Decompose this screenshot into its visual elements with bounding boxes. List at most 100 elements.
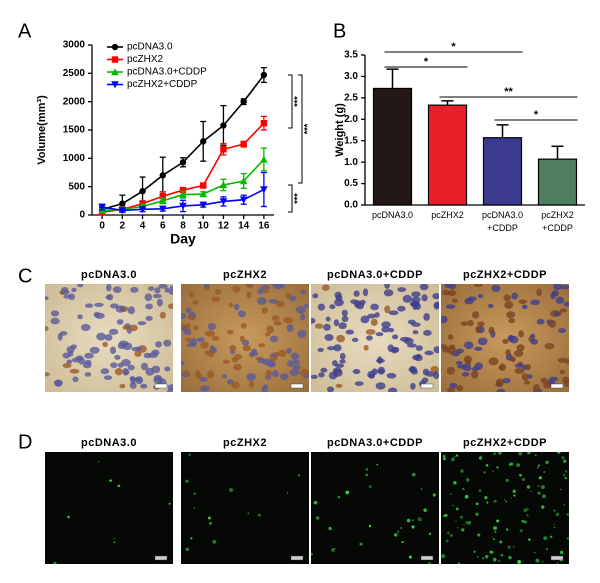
cell bbox=[227, 329, 234, 335]
fluorescent-dot bbox=[543, 471, 546, 473]
cell bbox=[119, 383, 126, 389]
cell bbox=[245, 284, 254, 288]
fluorescent-dot bbox=[450, 493, 452, 495]
cell bbox=[558, 328, 567, 334]
micrograph bbox=[441, 284, 569, 392]
fluorescent-dot bbox=[453, 481, 457, 485]
cell bbox=[456, 385, 464, 392]
marker bbox=[239, 177, 248, 185]
fluorescent-dot bbox=[453, 455, 456, 458]
cell bbox=[71, 287, 77, 293]
cell bbox=[499, 363, 506, 372]
cell bbox=[525, 363, 532, 371]
annotation: * bbox=[451, 41, 456, 53]
cell bbox=[473, 284, 483, 288]
cell bbox=[397, 305, 406, 312]
cell bbox=[521, 373, 529, 381]
legend-marker bbox=[111, 43, 119, 51]
cell bbox=[412, 330, 419, 335]
fluorescent-dot bbox=[537, 491, 541, 495]
micrograph bbox=[441, 452, 569, 564]
cell bbox=[239, 335, 245, 342]
cell bbox=[200, 385, 210, 392]
cell bbox=[214, 289, 222, 295]
cell bbox=[354, 381, 364, 386]
fluorescent-dot bbox=[521, 519, 525, 523]
fluorescent-dot bbox=[508, 555, 512, 560]
micrograph-bg bbox=[45, 452, 173, 564]
cell bbox=[45, 326, 49, 332]
marker bbox=[98, 203, 106, 211]
image-caption: pcZHX2+CDDP bbox=[463, 269, 547, 281]
cell bbox=[292, 364, 301, 371]
cell bbox=[503, 294, 511, 302]
fluorescent-dot bbox=[190, 537, 193, 540]
cell bbox=[446, 387, 456, 392]
fluorescent-dot bbox=[411, 519, 414, 522]
annotation: * bbox=[424, 56, 429, 68]
cell bbox=[384, 284, 390, 289]
cell bbox=[105, 295, 111, 300]
cell bbox=[495, 380, 503, 388]
marker bbox=[219, 198, 228, 206]
marker bbox=[158, 197, 167, 205]
cell bbox=[516, 344, 525, 352]
cell bbox=[488, 357, 499, 366]
y-tick-label: 500 bbox=[68, 181, 85, 192]
panel-label: C bbox=[18, 265, 32, 287]
cell bbox=[93, 311, 101, 318]
cell bbox=[445, 304, 456, 309]
cell bbox=[195, 373, 203, 379]
bar bbox=[372, 87, 413, 206]
cell bbox=[327, 346, 336, 351]
cell bbox=[279, 284, 286, 289]
cell bbox=[127, 364, 135, 371]
cell bbox=[367, 313, 377, 319]
fluorescent-dot bbox=[359, 542, 363, 546]
fluorescent-dot bbox=[519, 473, 522, 477]
fluorescent-dot bbox=[499, 540, 503, 544]
bar bbox=[482, 137, 523, 206]
marker bbox=[200, 182, 207, 189]
cell bbox=[448, 290, 457, 297]
cell bbox=[488, 326, 495, 335]
cell bbox=[283, 317, 294, 324]
micrograph bbox=[311, 284, 439, 392]
cell bbox=[421, 294, 428, 302]
cell bbox=[260, 285, 270, 290]
cell bbox=[233, 363, 242, 371]
cell bbox=[289, 368, 300, 376]
fluorescent-dot bbox=[459, 515, 463, 519]
cell bbox=[325, 316, 331, 322]
cell bbox=[68, 293, 76, 301]
cell bbox=[188, 291, 195, 298]
marker bbox=[138, 206, 147, 214]
cell bbox=[475, 325, 482, 334]
fluorescent-dot bbox=[193, 492, 196, 495]
fluorescent-dot bbox=[207, 516, 211, 520]
cell bbox=[530, 338, 539, 345]
micrograph bbox=[181, 284, 309, 392]
fluorescent-dot bbox=[491, 551, 494, 554]
cell bbox=[121, 359, 131, 367]
cell bbox=[100, 368, 110, 375]
cell bbox=[61, 286, 69, 293]
marker bbox=[260, 120, 268, 127]
cell bbox=[423, 312, 430, 321]
cell bbox=[352, 369, 361, 375]
cell bbox=[507, 335, 515, 342]
cell bbox=[273, 351, 280, 357]
cell bbox=[355, 301, 365, 310]
image-caption: pcDNA3.0 bbox=[81, 269, 137, 281]
cell bbox=[66, 359, 73, 364]
cell bbox=[455, 348, 464, 354]
cell bbox=[117, 362, 124, 368]
cell bbox=[200, 341, 209, 349]
fluorescent-dot bbox=[311, 553, 313, 556]
cell bbox=[127, 306, 136, 315]
micrograph-content bbox=[441, 452, 569, 564]
micrograph-bg bbox=[441, 452, 569, 564]
cell bbox=[164, 287, 170, 293]
fluorescent-dot bbox=[483, 471, 486, 474]
cell bbox=[345, 329, 355, 335]
